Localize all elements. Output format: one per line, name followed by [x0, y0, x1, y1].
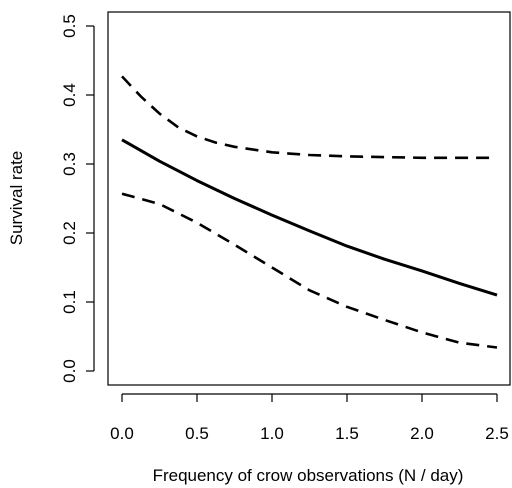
- x-tick-label: 1.0: [260, 424, 284, 443]
- y-axis: 0.0 0.1 0.2 0.3 0.4 0.5: [60, 14, 95, 383]
- y-tick-label: 0.1: [60, 290, 79, 314]
- series-line-upper-ci: [121, 75, 497, 160]
- x-axis-label: Frequency of crow observations (N / day): [153, 466, 464, 485]
- y-tick-label: 0.4: [60, 83, 79, 107]
- x-tick-label: 0.5: [185, 424, 209, 443]
- plot-frame: [107, 11, 511, 386]
- x-axis: 0.0 0.5 1.0 1.5 2.0 2.5: [110, 393, 509, 443]
- y-tick-label: 0.0: [60, 359, 79, 383]
- x-tick-label: 2.5: [485, 424, 509, 443]
- x-tick-label: 0.0: [110, 424, 134, 443]
- y-axis-label: Survival rate: [7, 151, 26, 245]
- x-tick-label: 1.5: [335, 424, 359, 443]
- series-layer: [121, 75, 498, 349]
- y-tick-label: 0.5: [60, 14, 79, 38]
- x-tick-label: 2.0: [410, 424, 434, 443]
- series-line-lower-ci: [121, 192, 498, 349]
- y-tick-label: 0.2: [60, 221, 79, 245]
- series-line-estimate: [121, 138, 498, 297]
- y-tick-label: 0.3: [60, 152, 79, 176]
